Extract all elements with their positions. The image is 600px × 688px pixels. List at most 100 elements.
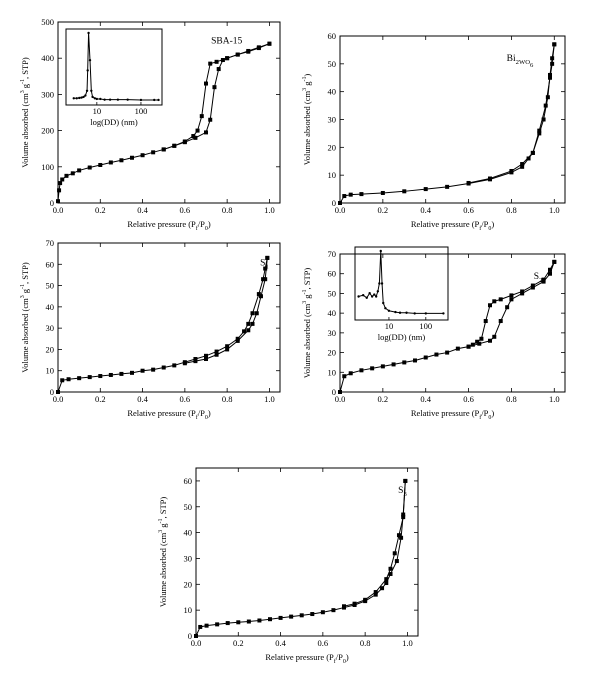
desorption-point (225, 347, 230, 352)
y-tick-label: 50 (46, 281, 55, 291)
y-tick-label: 60 (328, 31, 337, 41)
adsorption-point (541, 117, 546, 122)
plot-frame (57, 21, 281, 204)
desorption-point (470, 342, 475, 347)
desorption-point (520, 289, 525, 294)
adsorption-point (445, 350, 450, 355)
y-tick-label: 20 (46, 344, 55, 354)
y-tick-label: 50 (328, 288, 337, 298)
adsorption-point (56, 390, 60, 394)
desorption-point (552, 42, 557, 47)
y-tick-label: 50 (328, 59, 337, 69)
adsorption-point (208, 117, 213, 122)
y-tick-label: 20 (328, 142, 337, 152)
inset-point (139, 98, 143, 102)
y-tick-label: 70 (46, 238, 55, 248)
adsorption-point (140, 153, 145, 158)
adsorption-point (204, 130, 208, 135)
adsorption-point (545, 95, 550, 100)
desorption-point (384, 577, 389, 582)
adsorption-point (236, 620, 241, 625)
desorption-point (195, 128, 200, 133)
inset-point (153, 98, 156, 102)
desorption-point (256, 45, 261, 50)
desorption-point (373, 590, 378, 595)
desorption-point (488, 303, 492, 308)
desorption-point (258, 294, 263, 299)
plot-label: S3 (398, 486, 407, 498)
adsorption-point (60, 378, 65, 383)
y-tick-label: 100 (41, 162, 54, 172)
desorption-point (509, 168, 514, 173)
y-tick-label: 10 (46, 366, 55, 376)
desorption-point (543, 103, 548, 108)
plot-label: Bi2WO6 (507, 54, 534, 69)
desorption-point (214, 352, 219, 357)
desorption-point (161, 147, 166, 152)
y-tick-label: 30 (46, 323, 55, 333)
desorption-point (267, 41, 272, 46)
y-tick-label: 60 (46, 259, 55, 269)
adsorption-point (550, 56, 555, 61)
x-tick-label: 1.0 (402, 638, 413, 648)
inset-point (365, 296, 368, 299)
desorption-line (468, 44, 555, 184)
adsorption-point (373, 592, 378, 597)
inset-point (87, 31, 90, 35)
desorption-point (541, 277, 546, 282)
desorption-point (520, 162, 525, 167)
adsorption-point (246, 321, 251, 326)
chart-panel-4: 0.0 0.2 0.4 0.6 0.8 1.0 0 10 20 30 40 50 60 70 Relativ… (302, 246, 566, 421)
adsorption-point (488, 338, 492, 343)
desorption-point (392, 551, 397, 556)
desorption-point (199, 114, 204, 119)
adsorption-point (87, 165, 92, 170)
x-axis-label: Relative pressure (Pf/P0) (127, 408, 211, 421)
desorption-point (492, 299, 497, 304)
chart-panel-1: 0.0 0.2 0.4 0.6 0.8 1.0 0 100 200 300 400 500 Relati… (20, 17, 281, 232)
inset-x-tick-label: 100 (419, 321, 432, 331)
adsorption-point (423, 187, 428, 192)
adsorption-point (119, 158, 124, 163)
adsorption-point (70, 171, 75, 176)
adsorption-line (57, 257, 268, 393)
desorption-point (352, 601, 357, 606)
adsorption-point (57, 188, 62, 193)
y-tick-label: 10 (328, 170, 337, 180)
adsorption-point (161, 365, 166, 370)
y-tick-label: 30 (328, 115, 337, 125)
adsorption-line (339, 261, 555, 393)
adsorption-point (58, 181, 63, 186)
inset-point (86, 69, 89, 72)
x-tick-label: 0.8 (360, 638, 371, 648)
desorption-point (475, 339, 480, 344)
adsorption-point (256, 292, 261, 297)
x-tick-label: 0.6 (180, 205, 191, 215)
adsorption-point (225, 621, 230, 626)
adsorption-point (402, 360, 407, 365)
y-tick-label: 20 (328, 348, 337, 358)
inset-point (413, 312, 416, 315)
x-tick-label: 0.2 (95, 394, 106, 404)
adsorption-point (77, 168, 82, 173)
adsorption-point (380, 190, 385, 195)
adsorption-point (370, 366, 375, 371)
y-tick-label: 0 (332, 198, 336, 208)
inset-point (384, 307, 387, 310)
desorption-point (225, 56, 230, 61)
adsorption-point (388, 571, 393, 576)
inset-point (116, 98, 120, 101)
x-axis-label: Relative pressure (Pf/P0) (411, 219, 495, 232)
adsorption-point (299, 613, 304, 618)
x-tick-label: 0.0 (335, 394, 346, 404)
adsorption-point (391, 362, 396, 367)
inset-point (157, 98, 160, 102)
inset-point (378, 282, 381, 285)
adsorption-point (384, 581, 389, 586)
adsorption-point (235, 336, 240, 341)
desorption-point (537, 128, 542, 133)
adsorption-point (359, 192, 364, 197)
inset-point (380, 282, 384, 285)
adsorption-point (77, 376, 82, 381)
chart-panel-2: 0.0 0.2 0.4 0.6 0.8 1.0 0 10 20 30 40 50 60 Relative … (302, 31, 566, 232)
